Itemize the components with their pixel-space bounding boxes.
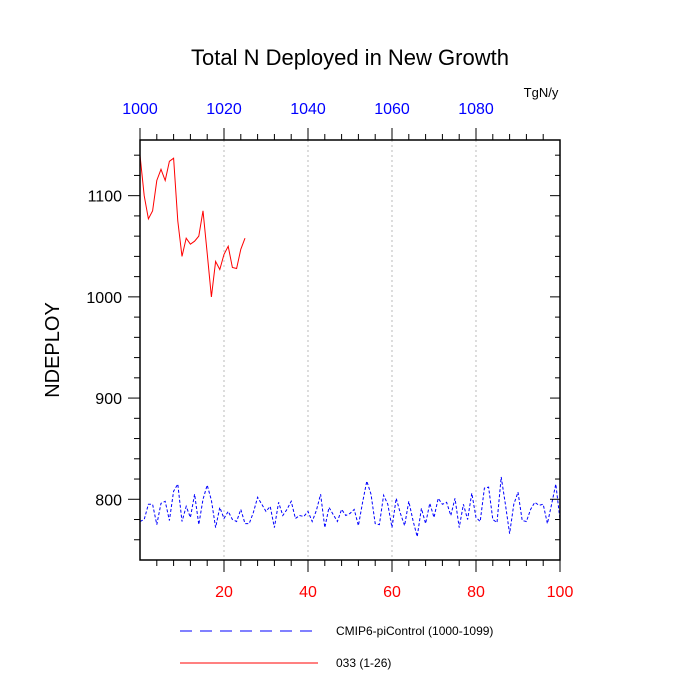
axis-ticks (128, 128, 561, 572)
chart-title: Total N Deployed in New Growth (191, 45, 509, 70)
y-axis-label: NDEPLOY (42, 302, 64, 398)
top-tick-label-1080: 1080 (458, 101, 494, 118)
tick-labels: 800 900 1000 1100 20 40 60 80 100 1000 1020 1040 106… (86, 101, 573, 601)
series-line-0 (139, 476, 561, 537)
y-tick-label-900: 900 (95, 391, 122, 408)
x-tick-label-80: 80 (467, 584, 485, 601)
x-tick-label-60: 60 (383, 584, 401, 601)
top-tick-label-1020: 1020 (206, 101, 242, 118)
top-tick-label-1040: 1040 (290, 101, 326, 118)
y-tick-label-800: 800 (95, 492, 122, 509)
legend-label-033: 033 (1-26) (336, 656, 391, 670)
legend-label-piControl: CMIP6-piControl (1000-1099) (336, 624, 493, 638)
top-tick-label-1000: 1000 (122, 101, 158, 118)
series-group (139, 155, 561, 537)
x-tick-label-100: 100 (547, 584, 574, 601)
x-tick-label-40: 40 (299, 584, 317, 601)
top-tick-label-1060: 1060 (374, 101, 410, 118)
gridlines (223, 140, 477, 560)
plot-frame (139, 139, 561, 561)
series-line-1 (139, 155, 246, 297)
units-label: TgN/y (524, 85, 559, 100)
y-tick-label-1000: 1000 (86, 290, 122, 307)
y-tick-label-1100: 1100 (88, 189, 123, 206)
x-tick-label-20: 20 (215, 584, 233, 601)
legend: CMIP6-piControl (1000-1099) 033 (1-26) (180, 624, 493, 670)
